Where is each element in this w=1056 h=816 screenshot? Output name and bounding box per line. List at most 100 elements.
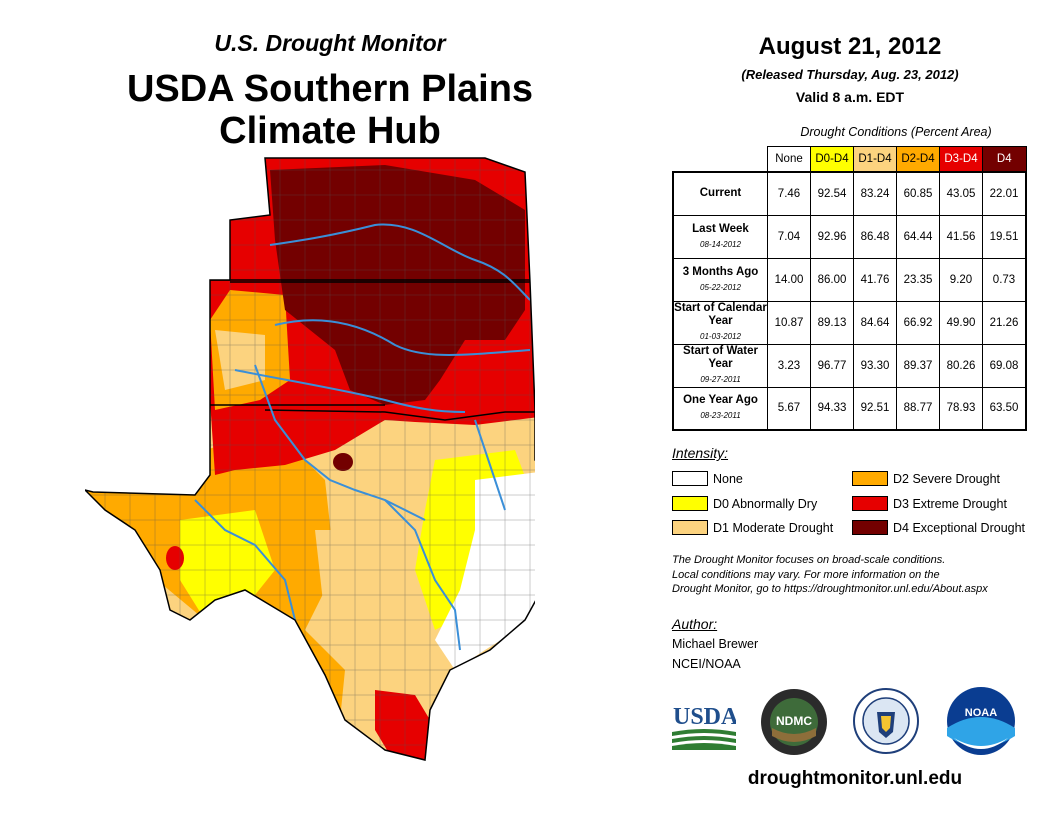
table-cell: 84.64 <box>853 300 897 345</box>
table-cell: 94.33 <box>810 386 854 431</box>
table-cell: 60.85 <box>896 171 940 216</box>
table-cell: 5.67 <box>767 386 811 431</box>
column-header: D4 <box>982 146 1027 173</box>
legend-title: Intensity: <box>672 445 729 461</box>
note-line: Drought Monitor, go to https://droughtmo… <box>672 583 988 595</box>
table-cell: 92.54 <box>810 171 854 216</box>
usda-logo-text: USDA <box>673 704 736 730</box>
row-label: 3 Months Ago 05-22-2012 <box>672 257 768 302</box>
d3-south-texas <box>375 690 430 760</box>
rivers <box>194 223 531 651</box>
table-cell: 66.92 <box>896 300 940 345</box>
title-line-1: USDA Southern Plains <box>126 68 534 110</box>
table-header-row: None D0-D4 D1-D4 D2-D4 D3-D4 D4 <box>673 146 1027 173</box>
table-cell: 41.56 <box>939 214 983 259</box>
table-row: Current 7.46 92.54 83.24 60.85 43.05 22.01 <box>672 171 1027 216</box>
row-label: Start of Water Year 09-27-2011 <box>672 343 768 388</box>
legend-label: D4 Exceptional Drought <box>893 520 1026 535</box>
table-cell: 88.77 <box>896 386 940 431</box>
usda-logo: USDA <box>672 704 736 750</box>
table-cell: 89.13 <box>810 300 854 345</box>
table-row: Last Week 08-14-2012 7.04 92.96 86.48 64.44 41… <box>672 214 1027 259</box>
noaa-logo-text: NOAA <box>965 707 997 719</box>
table-cell: 80.26 <box>939 343 983 388</box>
legend-item: D3 Extreme Drought <box>852 496 1007 511</box>
table-body: Current 7.46 92.54 83.24 60.85 43.05 22.01 Last… <box>672 171 1027 431</box>
region-outline <box>85 157 535 761</box>
map-title: USDA Southern Plains Climate Hub <box>60 68 600 152</box>
d4-texas-spot <box>333 453 353 471</box>
d0-far-west <box>180 510 275 620</box>
author-heading: Author: <box>672 616 718 632</box>
table-row: 3 Months Ago 05-22-2012 14.00 86.00 41.76 23.… <box>672 257 1027 302</box>
table-cell: 63.50 <box>982 386 1027 431</box>
state-borders <box>210 279 535 421</box>
author-name: Michael Brewer <box>672 637 759 651</box>
row-date: 08-14-2012 <box>700 239 741 249</box>
table-cell: 83.24 <box>853 171 897 216</box>
table-cell: 0.73 <box>982 257 1027 302</box>
d3-west-spot <box>166 546 184 570</box>
drought-map <box>85 157 535 761</box>
legend-item: D2 Severe Drought <box>852 471 1000 486</box>
author-org: NCEI/NOAA <box>672 657 741 671</box>
row-label-text: Last Week <box>692 222 749 235</box>
table-cell: 23.35 <box>896 257 940 302</box>
column-header: D2-D4 <box>896 146 940 173</box>
ndmc-logo-text: NDMC <box>776 714 812 728</box>
legend-swatch <box>852 496 888 511</box>
table-cell: 41.76 <box>853 257 897 302</box>
table-cell: 49.90 <box>939 300 983 345</box>
table-cell: 93.30 <box>853 343 897 388</box>
valid-time: Valid 8 a.m. EDT <box>795 89 905 105</box>
legend-item: None <box>672 471 743 486</box>
legend-swatch <box>852 520 888 535</box>
row-date: 08-23-2011 <box>700 411 741 421</box>
table-cell: 7.46 <box>767 171 811 216</box>
row-label-text: 3 Months Ago <box>682 265 759 278</box>
row-label-text: One Year Ago <box>683 394 758 407</box>
table-cell: 7.04 <box>767 214 811 259</box>
table-cell: 69.08 <box>982 343 1027 388</box>
legend-label: D2 Severe Drought <box>893 471 1001 486</box>
table-cell: 43.05 <box>939 171 983 216</box>
footer-url[interactable]: droughtmonitor.unl.edu <box>747 768 963 789</box>
table-row: Start of Water Year 09-27-2011 3.23 96.77 93… <box>672 343 1027 388</box>
table-caption: Drought Conditions (Percent Area) <box>800 125 992 139</box>
legend-label: D0 Abnormally Dry <box>713 496 818 511</box>
table-cell: 21.26 <box>982 300 1027 345</box>
report-date: August 21, 2012 <box>758 33 942 60</box>
row-label-text: Start of Water Year <box>683 345 758 370</box>
legend-label: None <box>713 471 743 486</box>
table-cell: 92.96 <box>810 214 854 259</box>
table-cell: 14.00 <box>767 257 811 302</box>
title-line-2: Climate Hub <box>219 110 441 152</box>
row-date: 01-03-2012 <box>700 332 741 341</box>
table-row: Start of Calendar Year 01-03-2012 10.87 89.… <box>672 300 1027 345</box>
table-cell: 3.23 <box>767 343 811 388</box>
table-cell: 92.51 <box>853 386 897 431</box>
drought-stats-table: None D0-D4 D1-D4 D2-D4 D3-D4 D4 Current 7… <box>672 146 1027 431</box>
row-label: Start of Calendar Year 01-03-2012 <box>672 300 768 345</box>
column-header: None <box>767 146 811 173</box>
legend-item: D0 Abnormally Dry <box>672 496 817 511</box>
table-cell: 19.51 <box>982 214 1027 259</box>
column-header: D0-D4 <box>810 146 854 173</box>
row-label: Last Week 08-14-2012 <box>672 214 768 259</box>
table-cell: 9.20 <box>939 257 983 302</box>
disclaimer-note: The Drought Monitor focuses on broad-sca… <box>672 553 1042 597</box>
ndmc-logo: NDMC <box>761 689 827 755</box>
noaa-logo: NOAA <box>947 687 1015 755</box>
row-label-text: Current <box>699 187 742 200</box>
legend-item: D4 Exceptional Drought <box>852 520 1025 535</box>
legend-item: D1 Moderate Drought <box>672 520 833 535</box>
row-date: 05-22-2012 <box>700 282 741 292</box>
table-row: One Year Ago 08-23-2011 5.67 94.33 92.51 88.7… <box>672 386 1027 431</box>
note-line: The Drought Monitor focuses on broad-sca… <box>672 554 946 566</box>
row-label: Current <box>672 171 768 216</box>
header-blank <box>673 147 768 173</box>
column-header: D3-D4 <box>939 146 983 173</box>
row-label: One Year Ago 08-23-2011 <box>672 386 768 431</box>
row-date: 09-27-2011 <box>700 375 741 384</box>
legend-swatch <box>672 471 708 486</box>
